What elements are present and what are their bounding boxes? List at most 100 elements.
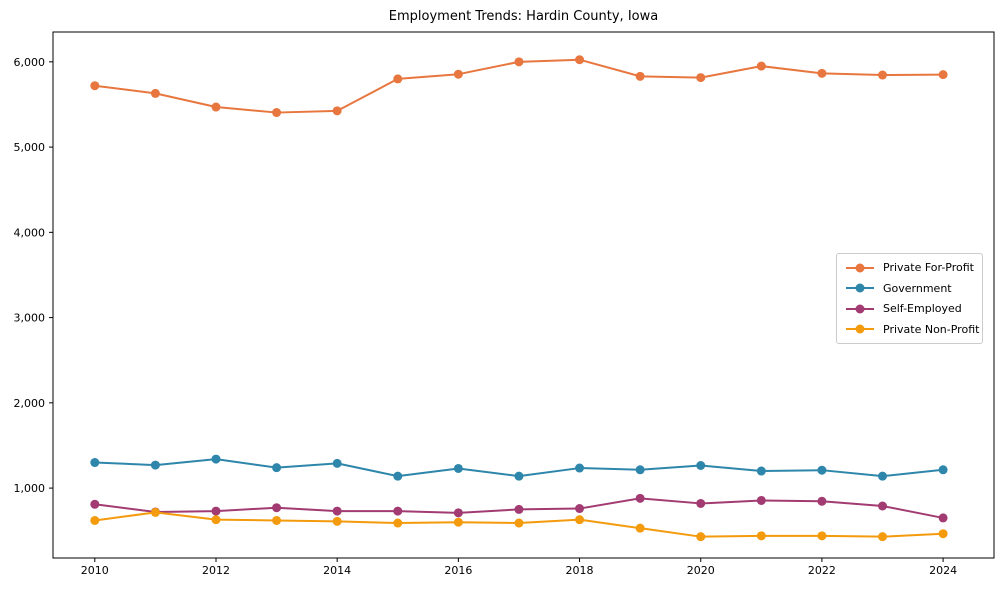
- data-point-marker: [878, 70, 888, 80]
- legend-dot: [855, 304, 865, 314]
- data-point-marker: [90, 515, 100, 525]
- legend-item: Private Non-Profit: [845, 320, 980, 338]
- data-point-marker: [150, 88, 160, 98]
- data-point-marker: [696, 73, 706, 83]
- axes-spines: [52, 31, 995, 559]
- legend-dot: [855, 324, 865, 334]
- data-point-marker: [90, 499, 100, 509]
- x-tick-label: 2014: [323, 564, 351, 577]
- data-point-marker: [756, 531, 766, 541]
- data-point-marker: [514, 471, 524, 481]
- legend-label: Private Non-Profit: [883, 322, 980, 336]
- data-point-marker: [453, 69, 463, 79]
- x-tick-label: 2018: [566, 564, 594, 577]
- data-point-marker: [211, 454, 221, 464]
- series-government: [90, 454, 948, 481]
- x-tick-label: 2020: [687, 564, 715, 577]
- data-point-marker: [575, 504, 585, 514]
- data-point-marker: [332, 516, 342, 526]
- y-tick-label: 2,000: [14, 397, 46, 410]
- data-point-marker: [332, 458, 342, 468]
- data-point-marker: [817, 531, 827, 541]
- data-point-marker: [575, 515, 585, 525]
- data-point-marker: [453, 463, 463, 473]
- data-point-marker: [635, 493, 645, 503]
- data-point-marker: [817, 68, 827, 78]
- data-point-marker: [938, 465, 948, 475]
- data-point-marker: [756, 495, 766, 505]
- data-point-marker: [756, 61, 766, 71]
- x-tick-label: 2016: [444, 564, 472, 577]
- x-tick-label: 2010: [81, 564, 109, 577]
- data-point-marker: [635, 71, 645, 81]
- data-point-marker: [393, 74, 403, 84]
- y-tick-label: 4,000: [14, 226, 46, 239]
- data-point-marker: [514, 518, 524, 528]
- data-point-marker: [878, 501, 888, 511]
- data-point-marker: [756, 466, 766, 476]
- data-point-marker: [211, 515, 221, 525]
- data-point-marker: [938, 529, 948, 539]
- x-tick-label: 2024: [929, 564, 957, 577]
- data-point-marker: [878, 532, 888, 542]
- data-point-marker: [938, 513, 948, 523]
- data-point-marker: [696, 461, 706, 471]
- legend: Private For-Profit Government Self-Employe…: [836, 253, 983, 344]
- data-point-marker: [696, 498, 706, 508]
- data-point-marker: [635, 523, 645, 533]
- series-private-non-profit: [90, 507, 948, 542]
- y-tick-label: 5,000: [14, 141, 46, 154]
- data-point-marker: [272, 108, 282, 118]
- data-point-marker: [453, 517, 463, 527]
- x-tick-label: 2012: [202, 564, 230, 577]
- legend-dot: [855, 283, 865, 293]
- y-axis: 1,000 2,000 3,000 4,000 5,000 6,000: [14, 56, 53, 495]
- data-point-marker: [332, 506, 342, 516]
- data-point-marker: [453, 508, 463, 518]
- data-point-marker: [211, 506, 221, 516]
- data-point-marker: [272, 463, 282, 473]
- legend-label: Government: [883, 281, 952, 295]
- data-point-marker: [150, 507, 160, 517]
- x-axis: 2010 2012 2014 2016 2018 2020 2022 2024: [81, 558, 957, 577]
- data-point-marker: [272, 503, 282, 513]
- series-self-employed: [90, 493, 948, 523]
- data-point-marker: [211, 102, 221, 112]
- data-point-marker: [150, 460, 160, 470]
- data-point-marker: [635, 465, 645, 475]
- data-point-marker: [878, 471, 888, 481]
- data-point-marker: [393, 518, 403, 528]
- data-point-marker: [90, 81, 100, 91]
- data-point-marker: [393, 506, 403, 516]
- data-point-marker: [575, 55, 585, 65]
- legend-item: Self-Employed: [845, 300, 976, 318]
- x-tick-label: 2022: [808, 564, 836, 577]
- legend-dot: [855, 263, 865, 273]
- data-point-marker: [817, 465, 827, 475]
- legend-label: Self-Employed: [883, 302, 962, 316]
- data-point-marker: [332, 106, 342, 116]
- data-point-marker: [696, 532, 706, 542]
- data-point-marker: [393, 471, 403, 481]
- legend-marker-icon: [846, 263, 874, 273]
- y-tick-label: 6,000: [14, 56, 46, 69]
- data-point-marker: [938, 70, 948, 80]
- series-private-for-profit: [90, 55, 948, 118]
- data-point-marker: [575, 463, 585, 473]
- legend-item: Private For-Profit: [845, 259, 976, 277]
- data-point-marker: [817, 496, 827, 506]
- legend-label: Private For-Profit: [883, 261, 974, 275]
- data-point-marker: [514, 504, 524, 514]
- y-tick-label: 3,000: [14, 312, 46, 325]
- data-point-marker: [90, 458, 100, 468]
- data-point-marker: [272, 515, 282, 525]
- series-line-private-for-profit: [93, 58, 945, 114]
- data-point-marker: [514, 57, 524, 67]
- y-tick-label: 1,000: [14, 482, 46, 495]
- legend-marker-icon: [846, 324, 874, 334]
- legend-item: Government: [845, 279, 976, 297]
- legend-marker-icon: [846, 283, 874, 293]
- chart-title: Employment Trends: Hardin County, Iowa: [388, 9, 659, 24]
